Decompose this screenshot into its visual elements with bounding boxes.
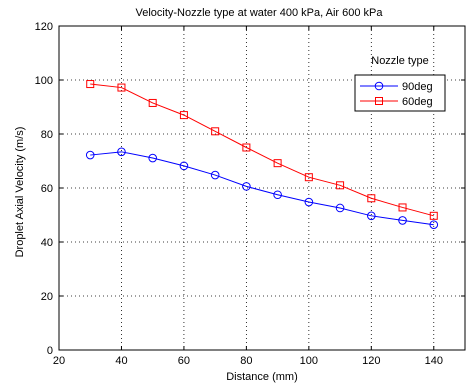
data-point-90deg: [148, 153, 157, 163]
x-tick-label: 80: [240, 355, 252, 367]
data-point-90deg: [367, 211, 376, 221]
data-point-90deg: [429, 220, 439, 230]
data-point-60deg: [273, 159, 282, 168]
x-tick-label: 60: [178, 355, 190, 367]
series-layer: [85, 80, 439, 230]
legend-label: 90deg: [402, 81, 433, 93]
y-tick-label: 60: [41, 183, 53, 195]
y-tick-label: 80: [41, 129, 53, 141]
y-tick-label: 40: [41, 237, 53, 249]
data-point-60deg: [429, 211, 438, 220]
data-point-60deg: [336, 181, 345, 190]
y-axis-title: Droplet Axial Velocity (m/s): [14, 127, 26, 258]
x-tick-label: 20: [53, 355, 65, 367]
series-60deg: [86, 80, 438, 220]
legend-title: Nozzle type: [371, 55, 428, 67]
data-point-90deg: [179, 161, 189, 171]
data-point-60deg: [86, 80, 95, 89]
x-tick-label: 140: [425, 355, 443, 367]
data-point-60deg: [148, 98, 157, 107]
legend-item-90deg: 90deg: [360, 81, 433, 93]
chart-title: Velocity-Nozzle type at water 400 kPa, A…: [135, 7, 383, 19]
data-point-90deg: [273, 190, 282, 200]
data-point-60deg: [179, 111, 188, 120]
legend-marker: [375, 97, 383, 105]
y-tick-label: 100: [35, 75, 53, 87]
x-tick-label: 40: [115, 355, 127, 367]
legend-item-60deg: 60deg: [360, 96, 433, 108]
data-point-60deg: [117, 83, 126, 92]
series-line-90deg: [90, 151, 434, 226]
legend-label: 60deg: [402, 96, 433, 108]
legend-box: [354, 74, 446, 112]
data-point-60deg: [367, 194, 376, 203]
data-point-90deg: [242, 182, 251, 191]
data-point-60deg: [242, 143, 251, 152]
legend-marker: [374, 81, 384, 91]
y-tick-label: 120: [35, 21, 53, 33]
data-point-60deg: [304, 173, 313, 182]
series-line-60deg: [90, 83, 434, 217]
series-90deg: [85, 147, 439, 230]
legend: Nozzle type 90deg 60deg: [354, 55, 446, 112]
x-axis-title: Distance (mm): [226, 371, 298, 383]
data-point-90deg: [304, 197, 314, 207]
data-point-60deg: [211, 127, 220, 136]
data-point-90deg: [85, 150, 95, 160]
x-tick-label: 120: [362, 355, 380, 367]
data-point-60deg: [398, 203, 407, 212]
y-tick-label: 0: [47, 345, 53, 357]
data-point-90deg: [398, 216, 407, 225]
x-tick-label: 100: [300, 355, 318, 367]
data-point-90deg: [210, 170, 220, 180]
y-tick-label: 20: [41, 291, 53, 303]
data-point-90deg: [117, 147, 126, 157]
data-point-90deg: [335, 203, 345, 213]
